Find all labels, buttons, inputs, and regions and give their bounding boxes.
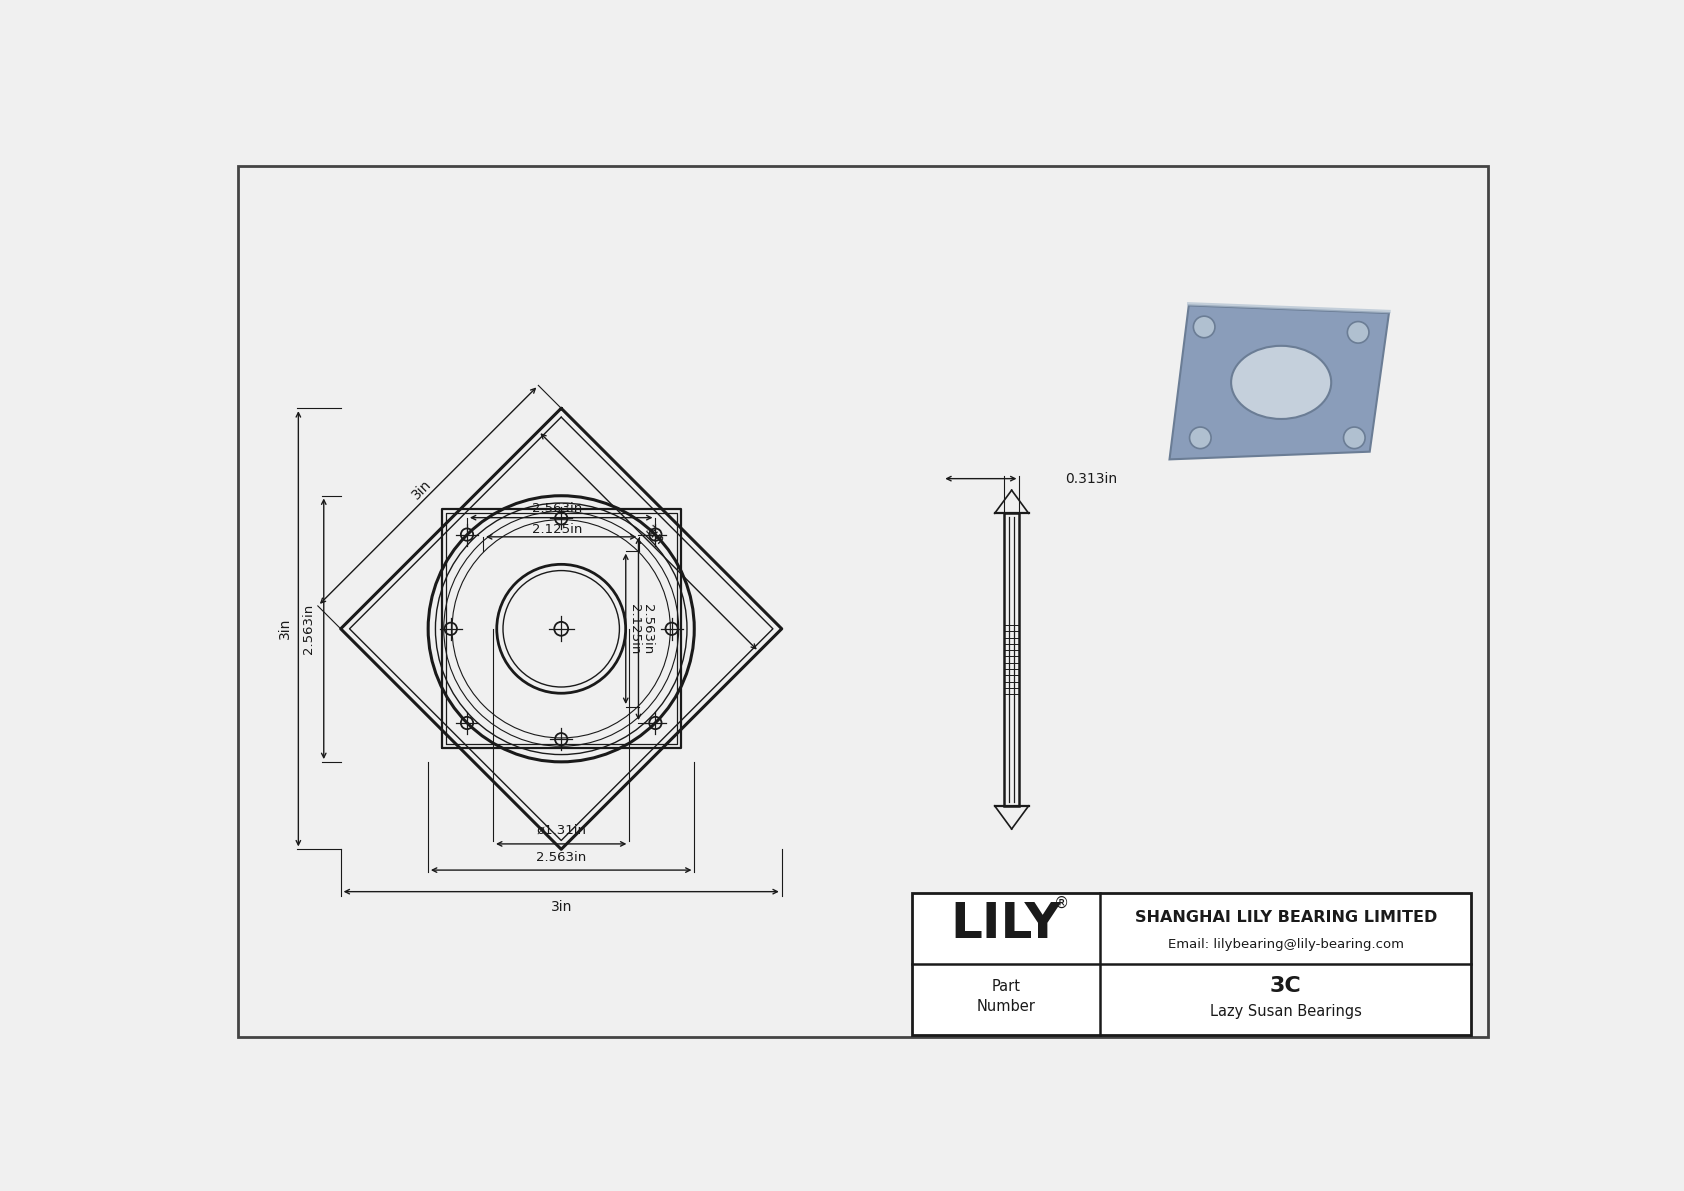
Ellipse shape xyxy=(1231,345,1332,419)
Text: Email: lilybearing@lily-bearing.com: Email: lilybearing@lily-bearing.com xyxy=(1167,939,1404,952)
Text: SHANGHAI LILY BEARING LIMITED: SHANGHAI LILY BEARING LIMITED xyxy=(1135,910,1436,925)
Text: ø1.31in: ø1.31in xyxy=(536,823,586,836)
Text: ®: ® xyxy=(1054,896,1069,911)
Text: 2.563in: 2.563in xyxy=(642,604,653,654)
Text: Part
Number: Part Number xyxy=(977,979,1036,1014)
Text: 0.313in: 0.313in xyxy=(1066,472,1118,486)
Text: 3in: 3in xyxy=(551,900,573,913)
Text: 3in: 3in xyxy=(409,478,434,503)
Circle shape xyxy=(1347,322,1369,343)
Text: LILY: LILY xyxy=(950,900,1061,948)
Text: 2.563in: 2.563in xyxy=(536,852,586,865)
Circle shape xyxy=(1194,316,1214,338)
Circle shape xyxy=(1344,428,1366,449)
Bar xyxy=(911,893,1472,1035)
Text: 2.125in: 2.125in xyxy=(628,604,642,654)
Text: 3in: 3in xyxy=(278,618,291,640)
Text: 2.563in: 2.563in xyxy=(301,604,315,654)
Text: 3C: 3C xyxy=(1270,975,1302,996)
Bar xyxy=(1004,513,1019,806)
Text: 3in: 3in xyxy=(642,523,667,548)
Circle shape xyxy=(1189,428,1211,449)
Text: Lazy Susan Bearings: Lazy Susan Bearings xyxy=(1209,1004,1362,1019)
Text: 2.125in: 2.125in xyxy=(532,523,583,536)
Polygon shape xyxy=(1169,305,1389,460)
Text: 2.563in: 2.563in xyxy=(532,501,583,515)
